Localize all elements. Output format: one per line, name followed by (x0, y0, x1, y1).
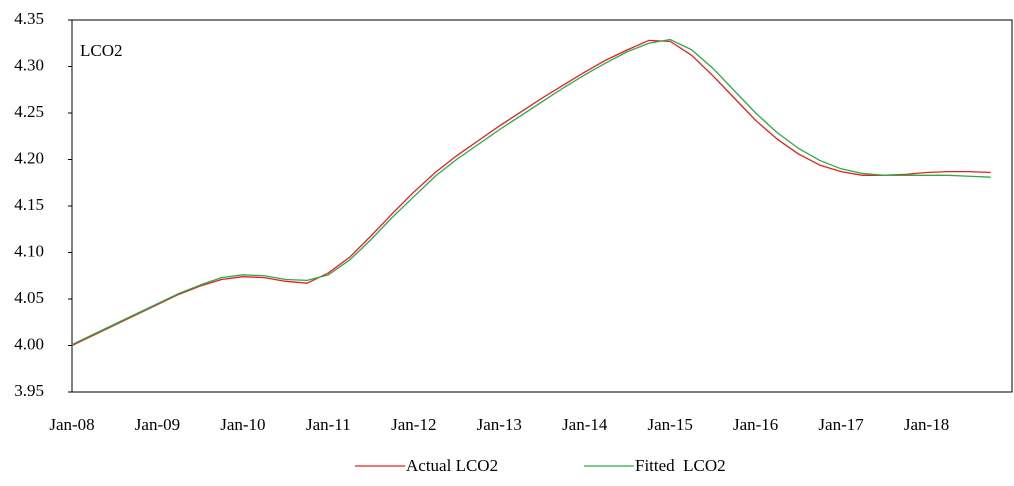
annotation: LCO2 (80, 41, 123, 60)
y-tick-label: 4.35 (14, 9, 44, 28)
y-tick-label: 4.30 (14, 55, 44, 74)
x-tick-label: Jan-18 (904, 415, 949, 434)
x-tick-label: Jan-15 (648, 415, 693, 434)
series-line (71, 39, 991, 347)
y-tick-label: 4.00 (14, 334, 44, 353)
y-tick-label: 3.95 (14, 381, 44, 400)
x-tick-label: Jan-10 (220, 415, 265, 434)
y-tick-label: 4.25 (14, 102, 44, 121)
x-tick-label: Jan-13 (477, 415, 522, 434)
x-tick-label: Jan-12 (391, 415, 436, 434)
legend-label: Fitted LCO2 (635, 456, 726, 475)
legend-label: Actual LCO2 (406, 456, 498, 475)
series-line (71, 38, 991, 346)
x-tick-label: Jan-16 (733, 415, 778, 434)
x-tick-label: Jan-08 (49, 415, 94, 434)
x-tick-label: Jan-11 (306, 415, 351, 434)
x-tick-label: Jan-14 (562, 415, 608, 434)
y-tick-label: 4.05 (14, 288, 44, 307)
x-tick-label: Jan-09 (135, 415, 180, 434)
plot-frame (71, 19, 1013, 393)
x-tick-label: Jan-17 (818, 415, 864, 434)
y-tick-label: 4.10 (14, 241, 44, 260)
y-tick-label: 4.15 (14, 195, 44, 214)
y-tick-label: 4.20 (14, 148, 44, 167)
